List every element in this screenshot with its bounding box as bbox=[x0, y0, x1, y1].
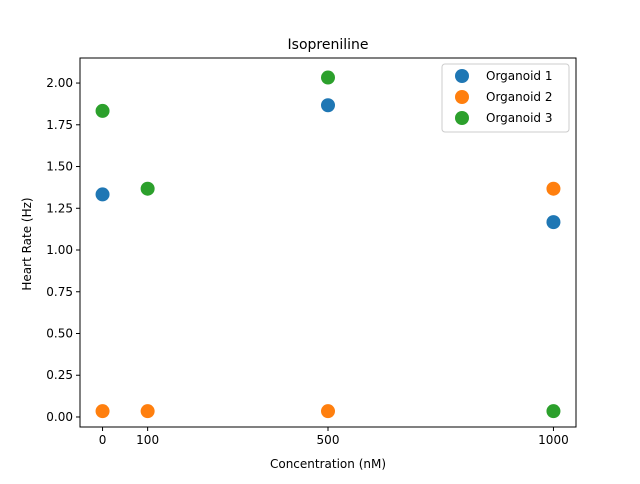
x-tick-label: 0 bbox=[99, 433, 107, 447]
y-tick-label: 1.00 bbox=[46, 243, 73, 257]
legend: Organoid 1 Organoid 2 Organoid 3 bbox=[441, 63, 570, 133]
x-tick-label: 500 bbox=[317, 433, 340, 447]
data-point-series-1 bbox=[546, 215, 561, 230]
y-tick-label: 0.00 bbox=[46, 410, 73, 424]
y-tick-label: 0.25 bbox=[46, 368, 73, 382]
data-point-series-2 bbox=[95, 404, 110, 419]
legend-label-series-3: Organoid 3 bbox=[486, 111, 553, 125]
legend-box bbox=[441, 63, 570, 133]
data-point-series-2 bbox=[546, 181, 561, 196]
x-tick-label: 1000 bbox=[538, 433, 569, 447]
y-tick-label: 1.75 bbox=[46, 118, 73, 132]
y-axis-label: Heart Rate (Hz) bbox=[20, 197, 34, 290]
plot-frame bbox=[79, 57, 577, 428]
x-axis-label: Concentration (nM) bbox=[270, 457, 386, 471]
x-tick-label: 100 bbox=[136, 433, 159, 447]
legend-label-series-1: Organoid 1 bbox=[486, 69, 553, 83]
data-point-series-3 bbox=[95, 103, 110, 118]
plot-area: 0 100 500 1000 0.00 0.25 0.50 0.75 1.00 1.25 1.50 1… bbox=[46, 70, 569, 447]
chart-title: Isopreniline bbox=[288, 37, 369, 53]
data-point-series-1 bbox=[321, 98, 335, 113]
data-point-series-2 bbox=[321, 404, 335, 419]
data-point-series-3 bbox=[546, 404, 561, 419]
y-tick-label: 1.25 bbox=[46, 201, 73, 215]
legend-marker-series-3 bbox=[455, 111, 469, 125]
y-tick-label: 2.00 bbox=[46, 76, 73, 90]
y-tick-label: 0.75 bbox=[46, 285, 73, 299]
data-point-series-1 bbox=[95, 187, 110, 202]
legend-marker-series-2 bbox=[455, 90, 469, 104]
legend-marker-series-1 bbox=[455, 69, 469, 83]
y-tick-label: 0.50 bbox=[46, 326, 73, 340]
data-point-series-3 bbox=[321, 70, 335, 85]
legend-label-series-2: Organoid 2 bbox=[486, 90, 553, 104]
y-tick-label: 1.50 bbox=[46, 160, 73, 174]
data-point-series-2 bbox=[140, 404, 155, 419]
data-point-series-3 bbox=[140, 181, 155, 196]
